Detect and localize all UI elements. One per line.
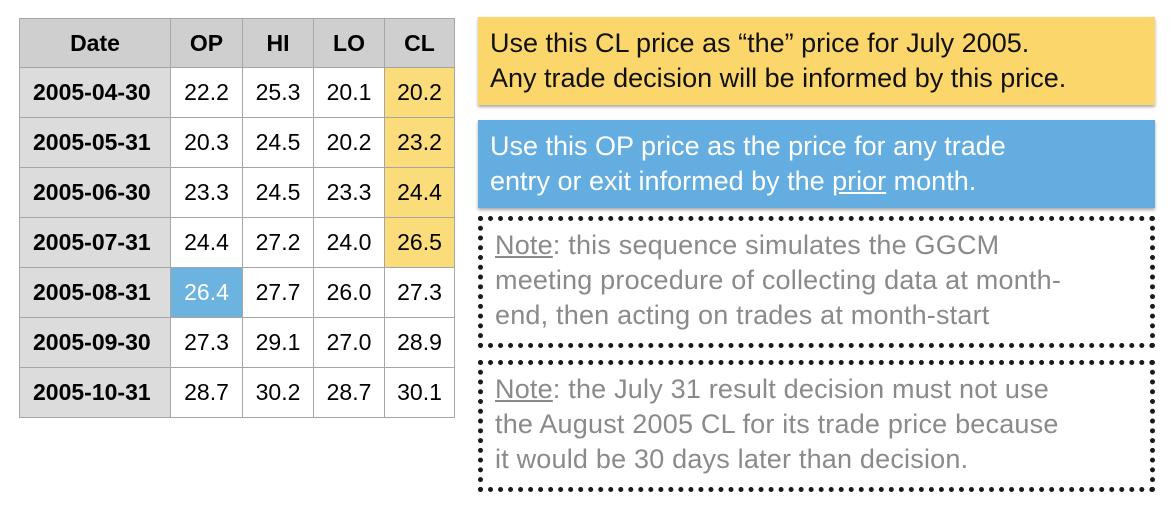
callout-text-line: Use this CL price as “the” price for Jul…	[490, 28, 1030, 58]
hi-cell: 30.2	[242, 367, 314, 418]
op-cell: 27.3	[170, 317, 243, 368]
note-text-line: Note: this sequence simulates the GGCM	[495, 228, 1140, 263]
callout-text-line: entry or exit informed by the prior mont…	[490, 164, 1145, 199]
table-row: 2005-09-30 27.3 29.1 27.0 28.9	[19, 317, 455, 368]
cl-cell: 30.1	[384, 367, 455, 418]
cl-cell-highlighted: 20.2	[384, 67, 455, 118]
cl-cell: 27.3	[384, 267, 455, 318]
op-cell: 28.7	[170, 367, 243, 418]
lo-cell: 20.2	[313, 117, 385, 168]
note-text: : this sequence simulates the GGCM	[552, 230, 1000, 260]
table-header-row: Date OP HI LO CL	[19, 18, 455, 68]
op-cell-highlighted: 26.4	[170, 267, 243, 318]
procedure-note-box: Note: this sequence simulates the GGCM m…	[478, 216, 1155, 348]
header-cl: CL	[384, 18, 455, 68]
lo-cell: 26.0	[313, 267, 385, 318]
date-cell: 2005-08-31	[19, 267, 171, 318]
date-cell: 2005-09-30	[19, 317, 171, 368]
note-label: Note	[495, 374, 553, 404]
date-cell: 2005-10-31	[19, 367, 171, 418]
table-row: 2005-10-31 28.7 30.2 28.7 30.1	[19, 367, 455, 418]
lo-cell: 23.3	[313, 167, 385, 218]
cl-cell-highlighted: 23.2	[384, 117, 455, 168]
callout-text: entry or exit informed by the	[490, 166, 833, 196]
lo-cell: 28.7	[313, 367, 385, 418]
hi-cell: 27.7	[242, 267, 314, 318]
price-table: Date OP HI LO CL 2005-04-30 22.2 25.3 20…	[19, 18, 455, 418]
hi-cell: 27.2	[242, 217, 314, 268]
lo-cell: 24.0	[313, 217, 385, 268]
date-cell: 2005-07-31	[19, 217, 171, 268]
header-hi: HI	[242, 18, 314, 68]
hi-cell: 29.1	[242, 317, 314, 368]
header-date: Date	[19, 18, 171, 68]
op-price-callout: Use this OP price as the price for any t…	[478, 120, 1155, 208]
note-label: Note	[495, 230, 553, 260]
table-row: 2005-05-31 20.3 24.5 20.2 23.2	[19, 117, 455, 168]
hi-cell: 25.3	[242, 67, 314, 118]
table-row: 2005-08-31 26.4 27.7 26.0 27.3	[19, 267, 455, 318]
cl-cell-highlighted: 26.5	[384, 217, 455, 268]
table-row: 2005-07-31 24.4 27.2 24.0 26.5	[19, 217, 455, 268]
header-lo: LO	[313, 18, 385, 68]
op-cell: 22.2	[170, 67, 243, 118]
date-cell: 2005-06-30	[19, 167, 171, 218]
note-text-line: the August 2005 CL for its trade price b…	[495, 409, 1059, 439]
date-cell: 2005-05-31	[19, 117, 171, 168]
callout-text: month.	[886, 166, 977, 196]
note-text-line: Note: the July 31 result decision must n…	[495, 372, 1140, 407]
note-text-line: meeting procedure of collecting data at …	[495, 265, 1062, 295]
callout-text-line: Use this OP price as the price for any t…	[490, 131, 1006, 161]
note-text-line: it would be 30 days later than decision.	[495, 444, 969, 474]
table-row: 2005-04-30 22.2 25.3 20.1 20.2	[19, 67, 455, 118]
date-cell: 2005-04-30	[19, 67, 171, 118]
cl-price-callout: Use this CL price as “the” price for Jul…	[478, 17, 1155, 105]
hi-cell: 24.5	[242, 167, 314, 218]
lo-cell: 20.1	[313, 67, 385, 118]
hi-cell: 24.5	[242, 117, 314, 168]
op-cell: 23.3	[170, 167, 243, 218]
underlined-word: prior	[832, 166, 887, 196]
note-text-line: end, then acting on trades at month-star…	[495, 300, 990, 330]
op-cell: 20.3	[170, 117, 243, 168]
cl-cell-highlighted: 24.4	[384, 167, 455, 218]
cl-cell: 28.9	[384, 317, 455, 368]
lo-cell: 27.0	[313, 317, 385, 368]
note-text: : the July 31 result decision must not u…	[552, 374, 1049, 404]
callout-text-line: Any trade decision will be informed by t…	[490, 63, 1067, 93]
lookahead-note-box: Note: the July 31 result decision must n…	[478, 360, 1155, 492]
op-cell: 24.4	[170, 217, 243, 268]
header-op: OP	[170, 18, 243, 68]
table-row: 2005-06-30 23.3 24.5 23.3 24.4	[19, 167, 455, 218]
